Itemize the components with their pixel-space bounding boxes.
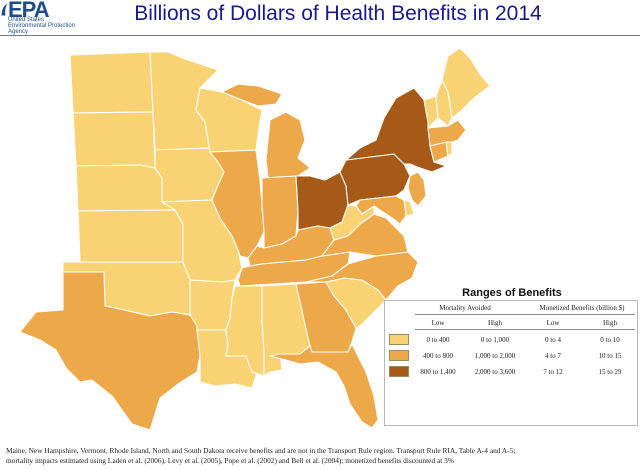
- legend-swatch-mid: [389, 350, 409, 361]
- legend-mort-high: 0 to 1,000: [480, 336, 510, 344]
- legend-title: Ranges of Benefits: [462, 287, 562, 299]
- legend-header-rule: [415, 314, 635, 315]
- legend-group-monetized: Monetized Benefits (billion $): [539, 304, 625, 312]
- epa-flower-icon: [0, 1, 10, 17]
- legend-mort-high: 1,000 to 2,000: [474, 352, 516, 360]
- state-maine[interactable]: [441, 47, 491, 119]
- title-divider: [0, 35, 640, 36]
- epa-logo: EPA United States Environmental Protecti…: [0, 0, 110, 35]
- state-kansas[interactable]: [77, 209, 184, 263]
- logo-sub-line: Environmental Protection: [8, 23, 76, 29]
- state-maryland[interactable]: [355, 195, 407, 225]
- legend-swatch-light: [389, 334, 409, 345]
- legend-col-rule: [415, 329, 635, 330]
- logo-sub-line: United States: [8, 17, 45, 23]
- legend-mon-low: 4 to 7: [545, 352, 561, 360]
- legend-col-low: Low: [431, 319, 445, 327]
- footnote-line-1: Maine, New Hampshire, Vermont, Rhode Isl…: [6, 446, 516, 455]
- legend-mon-high: 0 to 10: [600, 336, 620, 344]
- legend-col-low2: Low: [546, 319, 560, 327]
- footnote: Maine, New Hampshire, Vermont, Rhode Isl…: [6, 446, 636, 466]
- state-tennessee[interactable]: [237, 251, 351, 287]
- state-texas[interactable]: [19, 271, 201, 431]
- us-benefits-map: [19, 47, 491, 431]
- legend-col-high: High: [488, 319, 502, 327]
- state-michigan[interactable]: [265, 111, 311, 179]
- state-south-dakota[interactable]: [72, 111, 156, 169]
- state-north-dakota[interactable]: [69, 51, 154, 114]
- state-michigan-up[interactable]: [221, 83, 283, 107]
- state-north-carolina[interactable]: [305, 251, 419, 301]
- legend-mort-low: 800 to 1,400: [420, 368, 456, 376]
- page-title: Billions of Dollars of Health Benefits i…: [134, 2, 542, 25]
- legend-mort-low: 0 to 400: [426, 336, 450, 344]
- state-new-jersey[interactable]: [407, 171, 427, 207]
- legend-group-mortality: Mortality Avoided: [439, 304, 491, 312]
- legend-mort-low: 400 to 800: [423, 352, 453, 360]
- state-indiana[interactable]: [261, 175, 299, 249]
- state-florida[interactable]: [269, 343, 379, 429]
- legend-col-high2: High: [603, 319, 617, 327]
- legend-mon-low: 0 to 4: [545, 336, 561, 344]
- legend-mon-high: 15 to 29: [598, 368, 622, 376]
- state-vermont[interactable]: [423, 95, 439, 129]
- legend-mon-high: 10 to 15: [598, 352, 622, 360]
- state-ohio[interactable]: [295, 171, 349, 231]
- legend-box: Ranges of Benefits Mortality Avoided Mon…: [384, 287, 638, 426]
- legend-mon-low: 7 to 12: [543, 368, 563, 376]
- state-massachusetts[interactable]: [427, 119, 467, 147]
- epa-logo-subtitle: United States Environmental Protection A…: [8, 17, 75, 35]
- footnote-line-2: mortality impacts estimated using Laden …: [6, 456, 455, 465]
- epa-logo-text: EPA: [8, 0, 50, 22]
- logo-sub-line: Agency: [8, 29, 29, 35]
- legend-swatch-dark: [389, 366, 409, 377]
- legend-mort-high: 2,000 to 3,600: [474, 368, 516, 376]
- state-illinois[interactable]: [209, 149, 265, 259]
